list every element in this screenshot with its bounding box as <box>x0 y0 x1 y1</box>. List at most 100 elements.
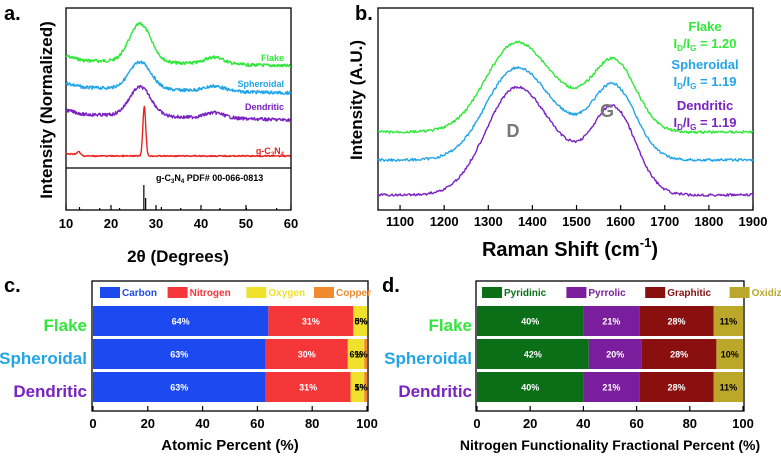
bar-label-dendritic-pyridinic: 40% <box>521 383 539 393</box>
panel-d-frame <box>475 280 745 412</box>
panel-b-x-axis-title: Raman Shift (cm-1) <box>482 235 658 261</box>
legend-label-graphitic: Graphitic <box>667 288 711 299</box>
legend-label-oxidized: Oxidized <box>752 288 781 299</box>
panel-b-x-ticks: 1100 1200 1300 1400 1500 1600 1700 1800 1900 <box>386 205 768 229</box>
bar-dendritic-copper <box>364 372 367 402</box>
bar-label-spheroidal-pyrrolic: 20% <box>606 350 624 360</box>
panel-c-x-axis-title: Atomic Percent (%) <box>161 437 299 454</box>
bar-dendritic-graphitic <box>639 372 714 402</box>
d-peak-label: D <box>507 121 520 141</box>
panel-a-tick-label: 30 <box>149 216 163 231</box>
panel-d-tick-label: 0 <box>473 416 480 431</box>
bar-flake-oxidized <box>713 306 743 336</box>
panel-b-tick-label: 1400 <box>518 214 547 229</box>
panel-b-label: b. <box>355 3 373 25</box>
panel-d-tick-label: 40 <box>576 416 590 431</box>
panel-b-tick-label: 1100 <box>386 214 414 229</box>
bar-dendritic-oxidized <box>713 372 743 402</box>
legend-label-pyridinic: Pyridinic <box>504 288 547 299</box>
panel-a-tick-label: 10 <box>59 216 73 231</box>
panel-d-tick-label: 60 <box>629 416 643 431</box>
legend-swatch-pyridinic <box>482 287 502 298</box>
panel-c-tick-label: 40 <box>195 416 209 431</box>
bar-label-flake-carbon: 64% <box>172 317 190 327</box>
bar-dendritic-oxygen <box>350 372 365 402</box>
bar-label-spheroidal-graphitic: 28% <box>670 350 688 360</box>
bar-label-dendritic-pyrrolic: 21% <box>602 383 620 393</box>
legend-dendritic-b: Dendritic <box>677 98 733 113</box>
trace-flake-raman <box>377 40 754 134</box>
bar-label-spheroidal-copper: 1% <box>354 350 367 360</box>
bar-flake-oxygen <box>353 306 367 336</box>
bar-flake-graphitic <box>639 306 714 336</box>
panel-a-label: a. <box>4 3 21 25</box>
panel-d-legend: Pyridinic Pyrrolic Graphitic Oxidized <box>482 287 781 299</box>
series-label-gc3n4-a: g-C3N4 <box>256 146 285 158</box>
panel-b-frame <box>377 7 754 211</box>
trace-g-c3n4-xrd <box>65 105 291 158</box>
row-label-spheroidal-d: Spheroidal <box>384 349 472 368</box>
bar-dendritic-carbon <box>93 372 266 402</box>
series-label-flake-a: Flake <box>261 53 284 63</box>
legend-swatch-oxidized <box>729 287 750 298</box>
panel-a-y-axis-title: Intensity (Normalized) <box>37 21 56 199</box>
panel-b-tick-label: 1200 <box>430 214 459 229</box>
reference-pdf-label: g-C3N4 PDF# 00-066-0813 <box>156 173 263 185</box>
bar-label-flake-graphitic: 28% <box>667 317 685 327</box>
bar-label-flake-oxidized: 11% <box>720 317 738 327</box>
panel-b-tick-label: 1700 <box>650 214 679 229</box>
bar-spheroidal-pyridinic <box>477 339 589 369</box>
bar-label-dendritic-oxidized: 11% <box>720 383 738 393</box>
panel-a-tick-label: 50 <box>239 216 253 231</box>
trace-dendritic-xrd <box>65 84 291 123</box>
panel-a-traces <box>65 21 292 158</box>
bar-flake-nitrogen <box>268 306 354 336</box>
trace-flake-xrd <box>65 21 292 68</box>
trace-spheroidal-raman <box>377 66 754 162</box>
bar-label-flake-copper: 0% <box>354 317 367 327</box>
legend-swatch-nitrogen <box>167 287 188 298</box>
panel-d-x-axis-title: Nitrogen Functionality Fractional Percen… <box>460 437 760 453</box>
bar-label-spheroidal-nitrogen: 30% <box>298 350 316 360</box>
panel-d-bars: 40% 21% 28% 11% 42% 20% 28% 10% 40% 21% 28% 11% <box>477 306 743 402</box>
bar-spheroidal-copper <box>364 339 367 369</box>
legend-swatch-carbon <box>100 287 120 298</box>
panel-c-frame <box>91 280 369 412</box>
panel-b-y-axis-title: Intensity (A.U.) <box>347 40 366 160</box>
row-label-dendritic-d: Dendritic <box>398 382 472 401</box>
panel-b-tick-label: 1500 <box>562 214 591 229</box>
legend-label-carbon: Carbon <box>122 288 157 299</box>
bar-label-dendritic-oxygen: 5% <box>354 383 367 393</box>
panel-c-legend: Carbon Nitrogen Oxygen Copper <box>100 287 371 299</box>
bar-label-spheroidal-oxygen: 6% <box>350 350 363 360</box>
ratio-flake-b: ID/IG = 1.20 <box>674 36 737 53</box>
legend-label-copper: Copper <box>336 288 371 299</box>
bar-spheroidal-oxidized <box>716 339 743 369</box>
bar-label-dendritic-nitrogen: 31% <box>299 383 317 393</box>
panel-a-x-ticks: 10 20 30 40 50 60 <box>59 205 298 231</box>
panel-d-label: d. <box>382 275 400 297</box>
panel-b-tick-label: 1900 <box>739 214 768 229</box>
legend-swatch-oxygen <box>246 287 267 298</box>
trace-dendritic-raman <box>377 85 754 197</box>
panel-a-reference-lines <box>78 185 278 210</box>
panel-c-bars: 64% 31% 5%0%63% 30% 6%1%63% 31% 5%1% <box>93 306 368 402</box>
panel-a-tick-label: 60 <box>284 216 298 231</box>
bar-dendritic-pyridinic <box>477 372 584 402</box>
bar-label-flake-nitrogen: 31% <box>302 317 320 327</box>
bar-spheroidal-oxygen <box>347 339 365 369</box>
panel-c-tick-label: 100 <box>356 416 378 431</box>
panel-d-tick-label: 100 <box>732 416 754 431</box>
panel-a-tick-label: 40 <box>194 216 208 231</box>
bar-label-flake-pyridinic: 40% <box>521 317 539 327</box>
bar-spheroidal-carbon <box>93 339 266 369</box>
bar-label-spheroidal-oxidized: 10% <box>721 350 739 360</box>
trace-spheroidal-xrd <box>65 60 292 96</box>
bar-dendritic-pyrrolic <box>583 372 640 402</box>
bar-spheroidal-nitrogen <box>265 339 348 369</box>
bar-label-flake-pyrrolic: 21% <box>602 317 620 327</box>
ratio-dendritic-b: ID/IG = 1.19 <box>674 115 737 132</box>
legend-spheroidal-b: Spheroidal <box>671 57 738 72</box>
bar-label-flake-oxygen: 5% <box>354 317 367 327</box>
